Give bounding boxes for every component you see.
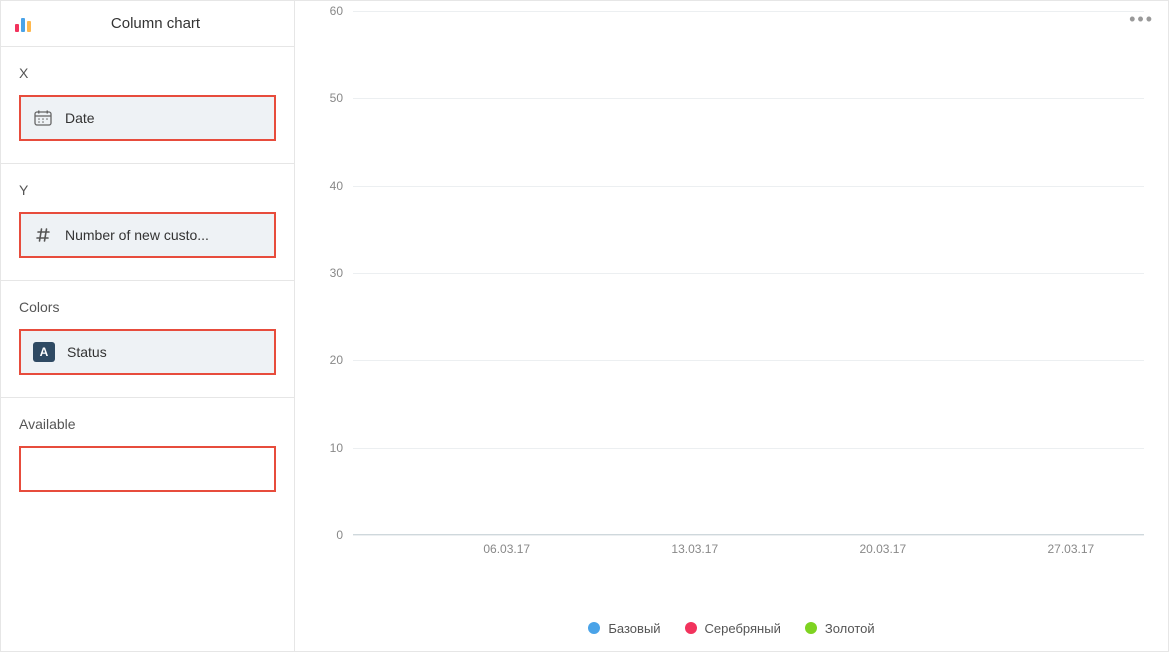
legend-label: Базовый <box>608 621 660 636</box>
available-dropzone[interactable] <box>19 446 276 492</box>
colors-dimension-value: Status <box>67 344 107 360</box>
y-tick-label: 30 <box>330 266 343 280</box>
gridline <box>353 535 1144 536</box>
gridline <box>353 360 1144 361</box>
section-available-label: Available <box>19 416 276 432</box>
x-tick-label: 27.03.17 <box>1047 542 1094 556</box>
y-tick-label: 60 <box>330 4 343 18</box>
text-type-chip-icon: A <box>33 342 55 362</box>
section-x-label: X <box>19 65 276 81</box>
chart-panel: ••• 06.03.1713.03.1720.03.1727.03.17 010… <box>295 1 1168 651</box>
section-colors-label: Colors <box>19 299 276 315</box>
chart-area: 06.03.17 13.03.17 20.03.17 27.03.17 0 10 20 30… <box>295 1 1168 605</box>
gridline <box>353 448 1144 449</box>
gridline <box>353 98 1144 99</box>
hash-icon <box>33 225 53 245</box>
legend-dot-icon <box>588 622 600 634</box>
y-tick-label: 20 <box>330 353 343 367</box>
legend-item-gold[interactable]: Золотой <box>805 621 875 636</box>
y-tick-label: 50 <box>330 91 343 105</box>
x-dimension-value: Date <box>65 110 95 126</box>
section-y-label: Y <box>19 182 276 198</box>
legend-item-base[interactable]: Базовый <box>588 621 660 636</box>
sidebar-header: Column chart <box>1 1 294 47</box>
x-tick-label: 20.03.17 <box>859 542 906 556</box>
x-dimension-field[interactable]: Date <box>19 95 276 141</box>
colors-dimension-field[interactable]: A Status <box>19 329 276 375</box>
gridline <box>353 11 1144 12</box>
legend-dot-icon <box>805 622 817 634</box>
y-tick-label: 40 <box>330 179 343 193</box>
gridline <box>353 186 1144 187</box>
x-tick-label: 13.03.17 <box>671 542 718 556</box>
section-y: Y Number of new custo... <box>1 164 294 281</box>
config-sidebar: Column chart X Date Y Number of new cust… <box>1 1 295 651</box>
legend-label: Золотой <box>825 621 875 636</box>
chart-type-title: Column chart <box>31 15 280 32</box>
legend-dot-icon <box>685 622 697 634</box>
plot-area: 06.03.1713.03.1720.03.1727.03.17 0102030… <box>353 11 1144 535</box>
column-chart-icon <box>15 16 31 32</box>
legend-item-silver[interactable]: Серебряный <box>685 621 781 636</box>
app-root: Column chart X Date Y Number of new cust… <box>0 0 1169 652</box>
section-colors: Colors A Status <box>1 281 294 398</box>
y-tick-label: 0 <box>336 528 343 542</box>
legend-label: Серебряный <box>705 621 781 636</box>
gridline <box>353 273 1144 274</box>
y-dimension-value: Number of new custo... <box>65 227 209 243</box>
legend: Базовый Серебряный Золотой <box>295 605 1168 651</box>
y-tick-label: 10 <box>330 441 343 455</box>
section-x: X Date <box>1 47 294 164</box>
calendar-icon <box>33 108 53 128</box>
y-dimension-field[interactable]: Number of new custo... <box>19 212 276 258</box>
section-available: Available <box>1 398 294 514</box>
x-tick-label: 06.03.17 <box>483 542 530 556</box>
